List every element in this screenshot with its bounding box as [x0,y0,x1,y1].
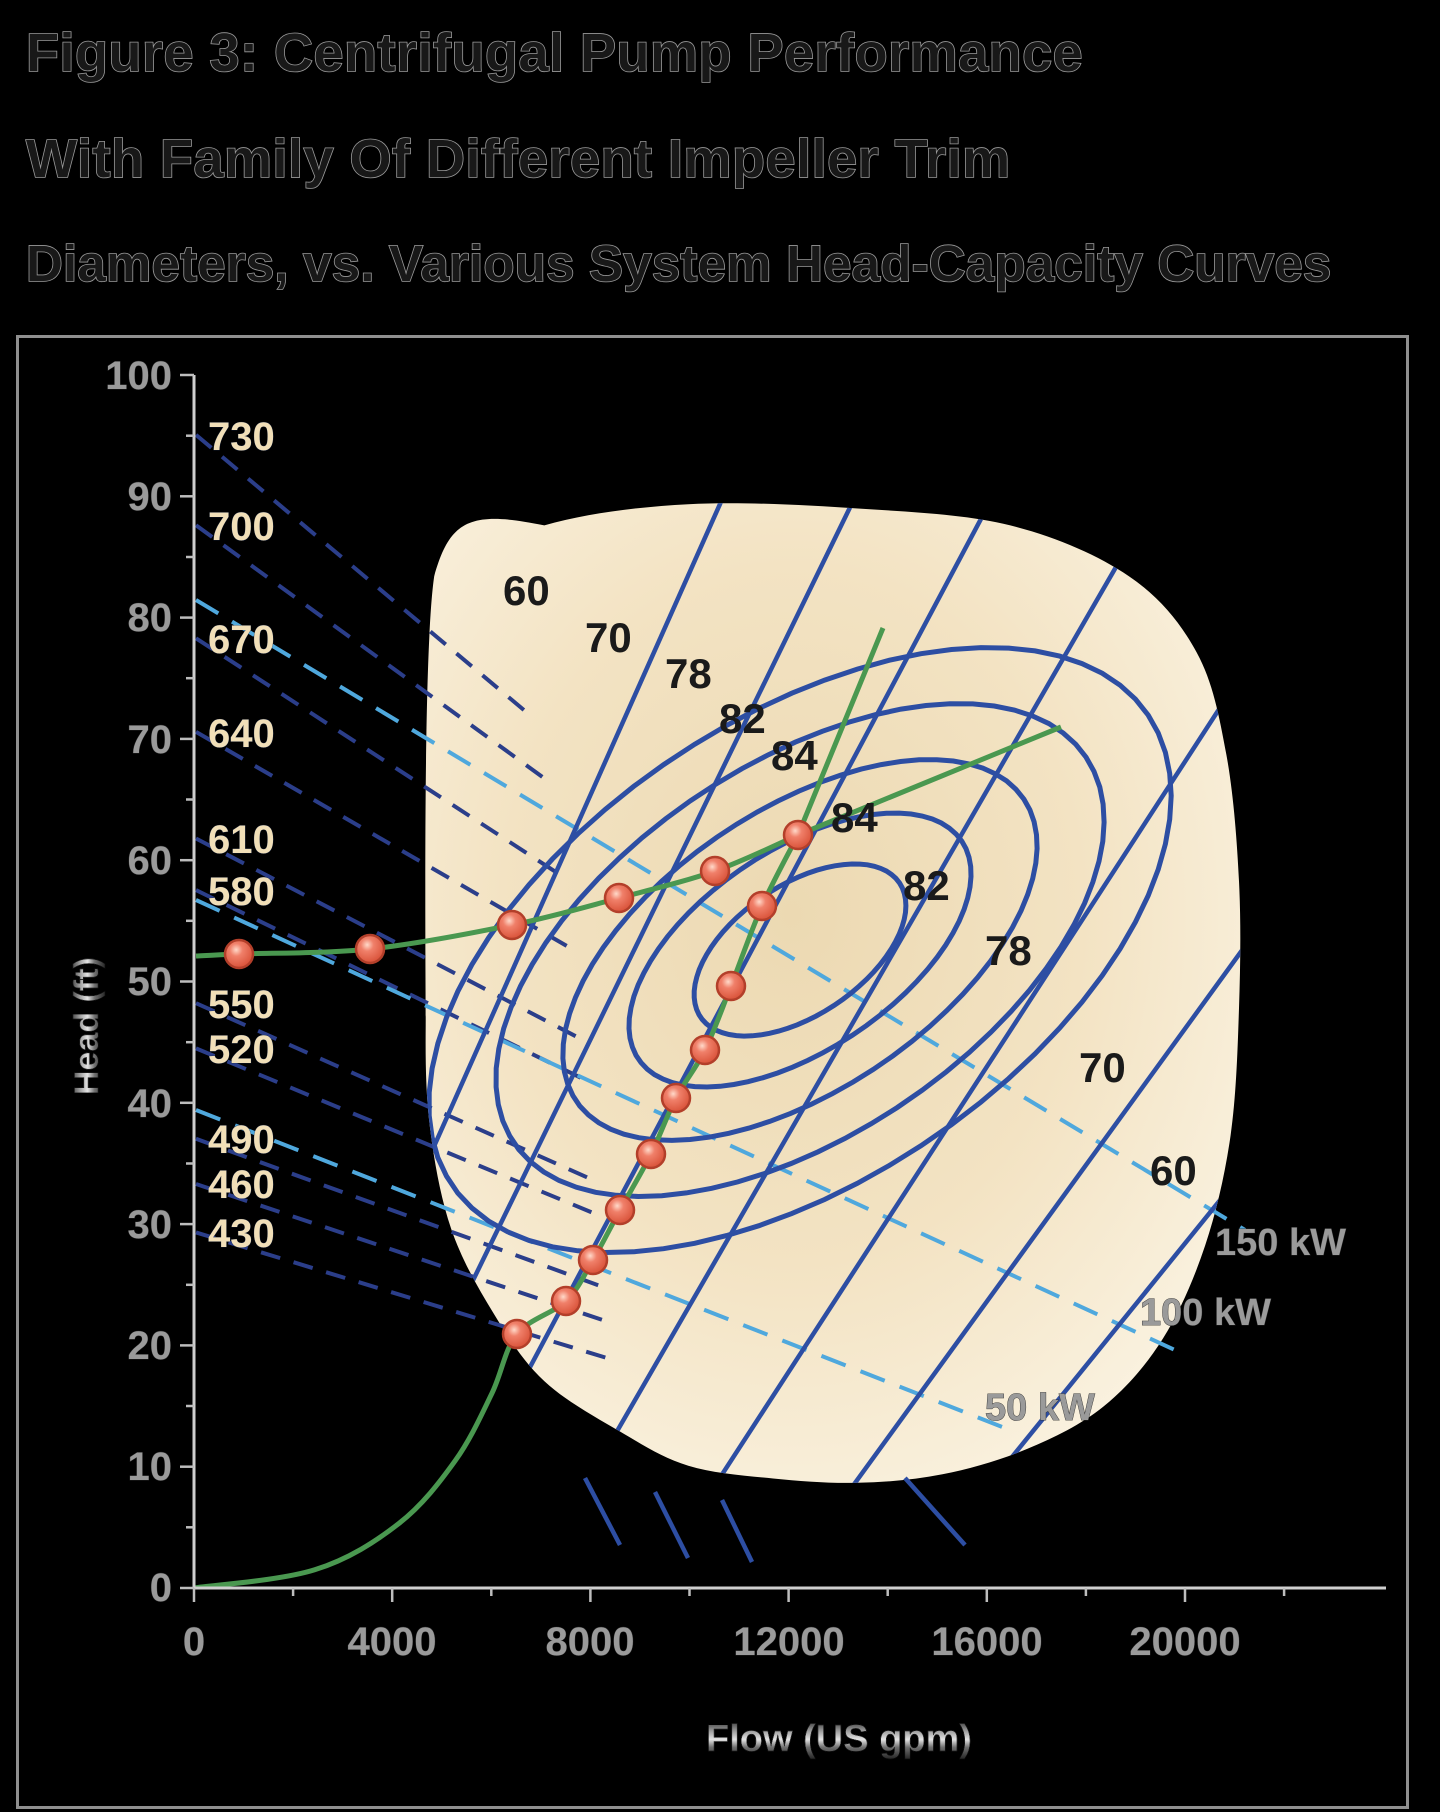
svg-text:60: 60 [503,567,550,614]
svg-text:12000: 12000 [733,1620,844,1664]
svg-text:490: 490 [208,1118,275,1162]
svg-text:60: 60 [1150,1147,1197,1194]
svg-text:100 kW: 100 kW [1140,1292,1271,1334]
svg-text:0: 0 [183,1620,205,1664]
svg-text:82: 82 [903,862,950,909]
svg-text:50 kW: 50 kW [985,1387,1095,1429]
svg-text:460: 460 [208,1163,275,1207]
svg-text:4000: 4000 [348,1620,437,1664]
svg-text:20: 20 [128,1324,173,1368]
svg-text:50: 50 [128,960,173,1004]
svg-text:580: 580 [208,870,275,914]
svg-text:700: 700 [208,505,275,549]
svg-text:520: 520 [208,1028,275,1072]
svg-text:670: 670 [208,618,275,662]
svg-text:30: 30 [128,1203,173,1247]
svg-text:10: 10 [128,1445,173,1489]
svg-text:82: 82 [719,695,766,742]
svg-text:80: 80 [128,596,173,640]
svg-text:730: 730 [208,415,275,459]
svg-text:90: 90 [128,475,173,519]
svg-text:610: 610 [208,818,275,862]
svg-text:40: 40 [128,1082,173,1126]
svg-text:640: 640 [208,712,275,756]
svg-text:78: 78 [985,927,1032,974]
svg-text:60: 60 [128,839,173,883]
svg-text:430: 430 [208,1212,275,1256]
svg-text:8000: 8000 [546,1620,635,1664]
svg-text:84: 84 [771,732,818,779]
svg-text:550: 550 [208,983,275,1027]
svg-text:16000: 16000 [931,1620,1042,1664]
svg-text:70: 70 [128,718,173,762]
svg-text:70: 70 [1079,1044,1126,1091]
svg-text:100: 100 [105,354,172,398]
svg-text:84: 84 [831,794,878,841]
svg-text:70: 70 [585,614,632,661]
svg-text:78: 78 [665,650,712,697]
svg-text:20000: 20000 [1129,1620,1240,1664]
svg-text:0: 0 [150,1566,172,1610]
svg-text:150 kW: 150 kW [1215,1222,1346,1264]
